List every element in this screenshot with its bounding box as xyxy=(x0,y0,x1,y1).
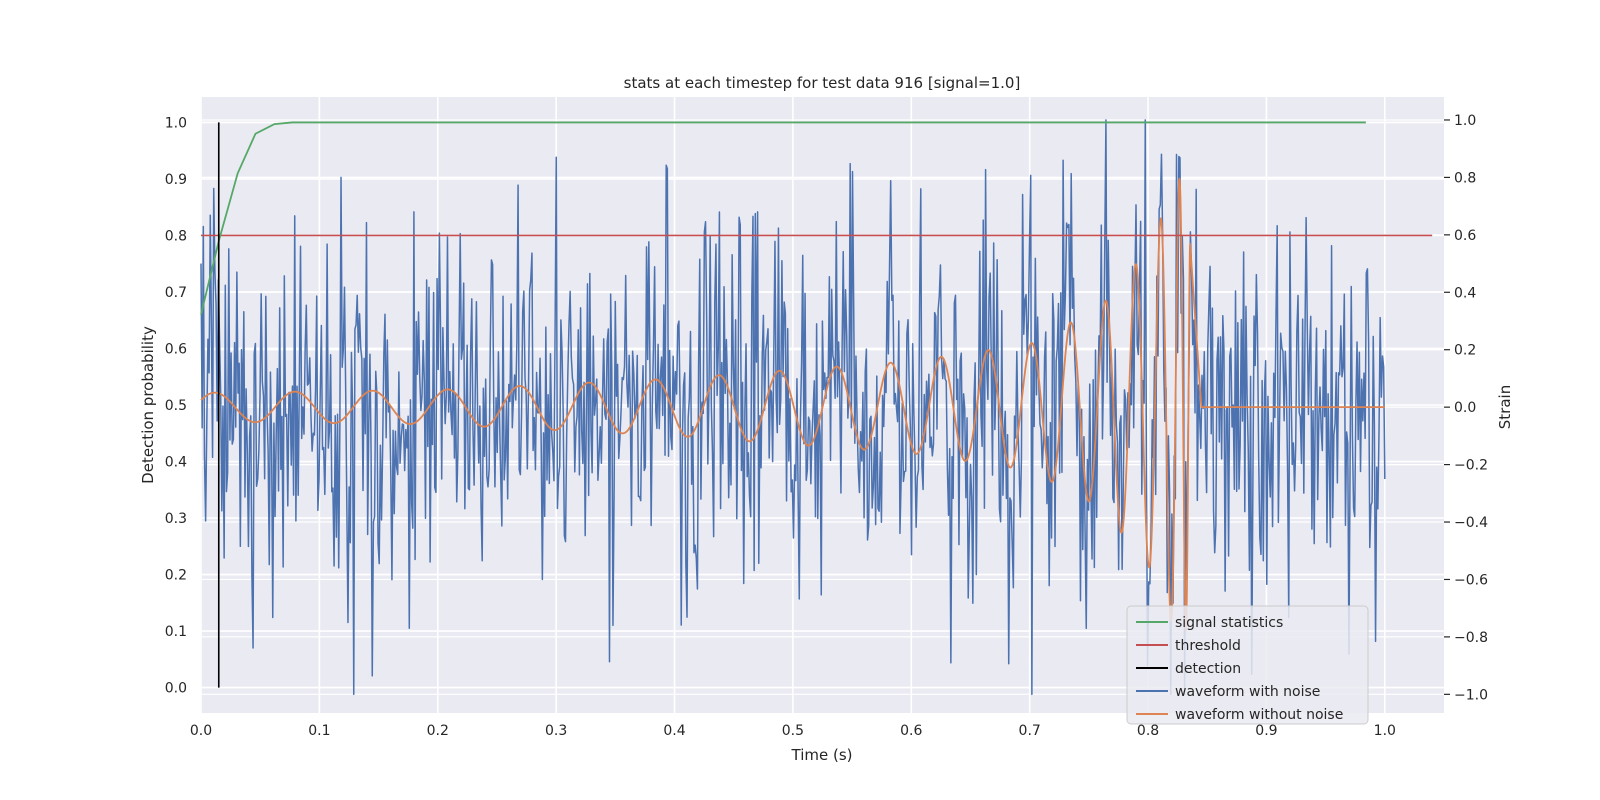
y2-tick-label: 0.6 xyxy=(1454,228,1476,244)
x-tick-label: 0.0 xyxy=(190,723,212,739)
y2-tick-label: 0.8 xyxy=(1454,170,1476,186)
x-tick-label: 0.5 xyxy=(782,723,804,739)
y-axis-title: Detection probability xyxy=(139,326,157,484)
x-tick-label: 0.1 xyxy=(308,723,330,739)
y-tick-label: 1.0 xyxy=(165,115,187,131)
waveform-without-noise-line xyxy=(200,177,1386,632)
y2-axis-ticks: −1.0 −0.8 −0.6 −0.4 −0.2 0.0 0.2 0.4 0.6 0.8 1.0 xyxy=(1444,113,1488,703)
y-tick-label: 0.2 xyxy=(165,568,187,584)
legend-label: detection xyxy=(1175,661,1241,677)
x-tick-label: 0.7 xyxy=(1019,723,1041,739)
signal-statistics-line xyxy=(200,121,1366,315)
y2-tick-label: 1.0 xyxy=(1454,113,1476,129)
x-tick-label: 0.6 xyxy=(900,723,922,739)
x-tick-label: 1.0 xyxy=(1374,723,1396,739)
y2-tick-label: −0.8 xyxy=(1454,630,1488,646)
x-axis-ticks: 0.0 0.1 0.2 0.3 0.4 0.5 0.6 0.7 0.8 0.9 1.0 xyxy=(190,723,1396,739)
y-tick-label: 0.3 xyxy=(165,511,187,527)
y-tick-label: 0.7 xyxy=(165,285,187,301)
y2-tick-label: 0.4 xyxy=(1454,285,1476,301)
legend-box xyxy=(1126,605,1369,725)
y2-tick-label: −0.6 xyxy=(1454,572,1488,588)
x-axis-title: Time (s) xyxy=(791,746,853,764)
x-tick-label: 0.4 xyxy=(663,723,685,739)
y2-tick-label: −0.4 xyxy=(1454,515,1488,531)
y2-tick-label: 0.0 xyxy=(1454,400,1476,416)
x-tick-label: 0.3 xyxy=(545,723,567,739)
y2-tick-label: 0.2 xyxy=(1454,343,1476,359)
legend-label: signal statistics xyxy=(1175,615,1283,631)
y2-axis-title: Strain xyxy=(1496,385,1514,429)
y-tick-label: 0.1 xyxy=(165,624,187,640)
legend-label: threshold xyxy=(1175,638,1241,654)
y-tick-label: 0.0 xyxy=(165,681,187,697)
y2-tick-label: −1.0 xyxy=(1454,687,1488,703)
plot-lines xyxy=(200,119,1433,696)
x-tick-label: 0.9 xyxy=(1255,723,1277,739)
y2-tick-label: −0.2 xyxy=(1454,458,1488,474)
legend: signal statistics threshold detection wavef… xyxy=(1126,605,1369,725)
y-tick-label: 0.5 xyxy=(165,398,187,414)
chart-title: stats at each timestep for test data 916… xyxy=(624,74,1021,92)
x-tick-label: 0.2 xyxy=(427,723,449,739)
x-tick-label: 0.8 xyxy=(1137,723,1159,739)
legend-label: waveform without noise xyxy=(1175,707,1343,723)
legend-label: waveform with noise xyxy=(1175,684,1320,700)
y-axis-ticks: 0.0 0.1 0.2 0.3 0.4 0.5 0.6 0.7 0.8 0.9 1.0 xyxy=(165,115,187,696)
y-tick-label: 0.6 xyxy=(165,341,187,357)
y-tick-label: 0.8 xyxy=(165,228,187,244)
y-tick-label: 0.4 xyxy=(165,455,187,471)
y-tick-label: 0.9 xyxy=(165,172,187,188)
